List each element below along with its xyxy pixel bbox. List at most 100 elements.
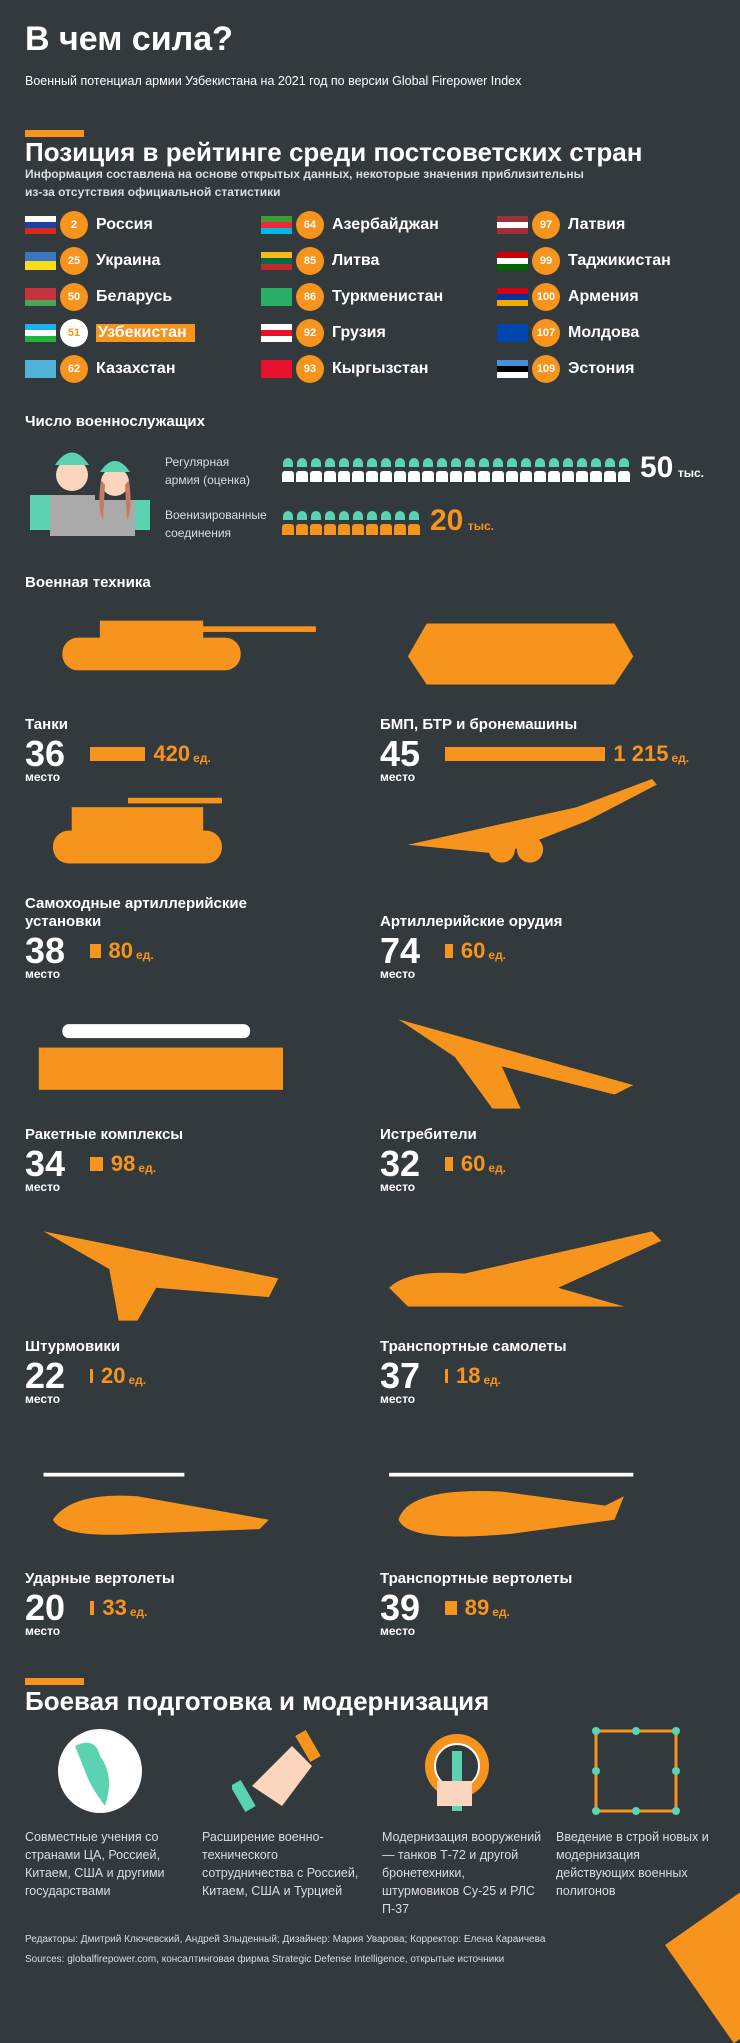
soldier-icon xyxy=(282,458,294,482)
equipment-count: 60 xyxy=(460,1151,486,1176)
flag-icon xyxy=(25,288,56,306)
equipment-stats: 36 420 ед. xyxy=(25,736,365,772)
label-line: армия (оценка) xyxy=(165,473,251,487)
flag-stripe xyxy=(25,228,56,234)
country-item: 25 Украина xyxy=(25,247,164,275)
flag-stripe xyxy=(497,360,528,366)
equipment-unit: ед. xyxy=(193,751,211,765)
equipment-card: Транспортные вертолеты 39 89 ед. место xyxy=(380,1570,720,1638)
tank-icon xyxy=(62,620,316,671)
country-name: Азербайджан xyxy=(332,216,439,233)
equipment-card: Истребители 32 60 ед. место xyxy=(380,1126,720,1194)
soldier-icon xyxy=(380,511,392,535)
soldier-icon xyxy=(366,458,378,482)
country-name: Латвия xyxy=(568,216,626,233)
soldier-icon xyxy=(394,458,406,482)
rank-badge: 93 xyxy=(296,355,324,383)
rank-badge: 51 xyxy=(60,319,88,347)
equipment-count: 60 xyxy=(460,938,486,963)
soldier-icon xyxy=(324,458,336,482)
equipment-count: 89 xyxy=(464,1595,490,1620)
equipment-stats: 38 80 ед. xyxy=(25,933,365,969)
equipment-unit: ед. xyxy=(128,1373,147,1387)
flag-stripe xyxy=(261,222,292,228)
equipment-name: Самоходные артиллерийские установки xyxy=(25,895,247,930)
rank-badge: 2 xyxy=(60,211,88,239)
country-name: Молдова xyxy=(568,324,640,341)
equipment-rank: 34 xyxy=(25,1143,66,1184)
flag-stripe xyxy=(25,294,56,300)
flag-icon xyxy=(25,360,56,378)
value: 50 xyxy=(640,451,674,484)
equipment-count-bar xyxy=(445,747,606,761)
soldier-icon xyxy=(408,511,420,535)
country-item: 92 Грузия xyxy=(261,319,390,347)
rank-badge: 62 xyxy=(60,355,88,383)
soldier-icon xyxy=(590,458,602,482)
country-name: Туркменистан xyxy=(332,288,444,305)
flag-stripe xyxy=(261,264,292,270)
soldier-icon xyxy=(562,458,574,482)
flag-icon xyxy=(261,324,292,342)
equipment-count-bar xyxy=(90,1601,95,1615)
equipment-count: 33 xyxy=(102,1595,127,1620)
equipment-name: Ударные вертолеты xyxy=(25,1570,175,1587)
country-name: Кыргызстан xyxy=(332,360,429,377)
flag-stripe xyxy=(25,222,56,228)
credits: Редакторы: Дмитрий Ключевский, Андрей Зл… xyxy=(25,1934,546,1945)
equipment-card: Ударные вертолеты 20 33 ед. место xyxy=(25,1570,365,1638)
training-ground-icon xyxy=(592,1727,680,1815)
equipment-stats: 34 98 ед. xyxy=(25,1146,365,1182)
flag-icon xyxy=(497,360,528,378)
equipment-unit: ед. xyxy=(488,948,507,962)
equipment-count: 420 xyxy=(153,741,191,766)
flag-stripe xyxy=(25,288,56,294)
label-line: соединения xyxy=(165,526,232,540)
flag-stripe xyxy=(261,324,292,330)
unit: тыс. xyxy=(467,519,494,533)
equipment-count: 80 xyxy=(108,938,134,963)
equipment-card: Транспортные самолеты 37 18 ед. место xyxy=(380,1338,720,1406)
flag-stripe xyxy=(497,366,528,372)
equipment-count: 98 xyxy=(110,1151,136,1176)
rank-badge: 107 xyxy=(532,319,560,347)
flag-stripe xyxy=(25,252,56,261)
flag-stripe xyxy=(261,360,292,378)
equipment-count-bar xyxy=(90,747,146,761)
flag-icon xyxy=(25,252,56,270)
personnel-title: Число военнослужащих xyxy=(25,413,205,430)
country-item: 109 Эстония xyxy=(497,355,639,383)
equipment-card: Ракетные комплексы 34 98 ед. место xyxy=(25,1126,365,1194)
equipment-rank: 74 xyxy=(380,930,421,971)
country-item: 100 Армения xyxy=(497,283,643,311)
soldier-icon xyxy=(310,511,322,535)
soldier-icon xyxy=(506,458,518,482)
fighter-jet-icon xyxy=(398,1019,634,1109)
flag-icon xyxy=(261,288,292,306)
soldier-icon xyxy=(338,511,350,535)
equipment-card: БМП, БТР и бронемашины 45 1 215 ед. место xyxy=(380,716,720,784)
sputnik-logo xyxy=(665,1876,740,2043)
soldier-icon xyxy=(534,458,546,482)
flag-stripe xyxy=(25,336,56,342)
equipment-stats: 37 18 ед. xyxy=(380,1358,720,1394)
equipment-rank: 22 xyxy=(25,1355,66,1396)
flag-stripe xyxy=(261,330,292,336)
country-item: 99 Таджикистан xyxy=(497,247,675,275)
regular-army-label: Регулярная армия (оценка) xyxy=(165,453,250,489)
flag-stripe xyxy=(261,288,292,306)
equipment-rank: 32 xyxy=(380,1143,421,1184)
label-line: Военизированные xyxy=(165,508,267,522)
flag-stripe xyxy=(497,222,528,228)
soldier-icon xyxy=(478,458,490,482)
flag-stripe xyxy=(25,324,56,330)
flag-icon xyxy=(261,216,292,234)
rank-badge: 97 xyxy=(532,211,560,239)
flag-icon xyxy=(25,324,56,342)
flag-stripe xyxy=(497,294,528,300)
rank-badge: 50 xyxy=(60,283,88,311)
equipment-count: 1 215 xyxy=(613,741,669,766)
country-name: Таджикистан xyxy=(568,252,671,269)
flag-stripe xyxy=(497,252,528,258)
equipment-unit: ед. xyxy=(483,1373,502,1387)
